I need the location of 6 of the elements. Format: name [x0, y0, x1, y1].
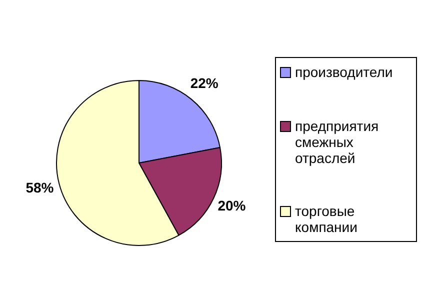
legend-label: торговые компании: [295, 203, 358, 235]
legend-label: предприятия смежных отраслей: [295, 118, 380, 166]
data-label: 22%: [190, 74, 219, 91]
legend-label: производители: [295, 64, 393, 80]
data-label: 20%: [218, 198, 246, 214]
data-label: 58%: [26, 179, 54, 196]
